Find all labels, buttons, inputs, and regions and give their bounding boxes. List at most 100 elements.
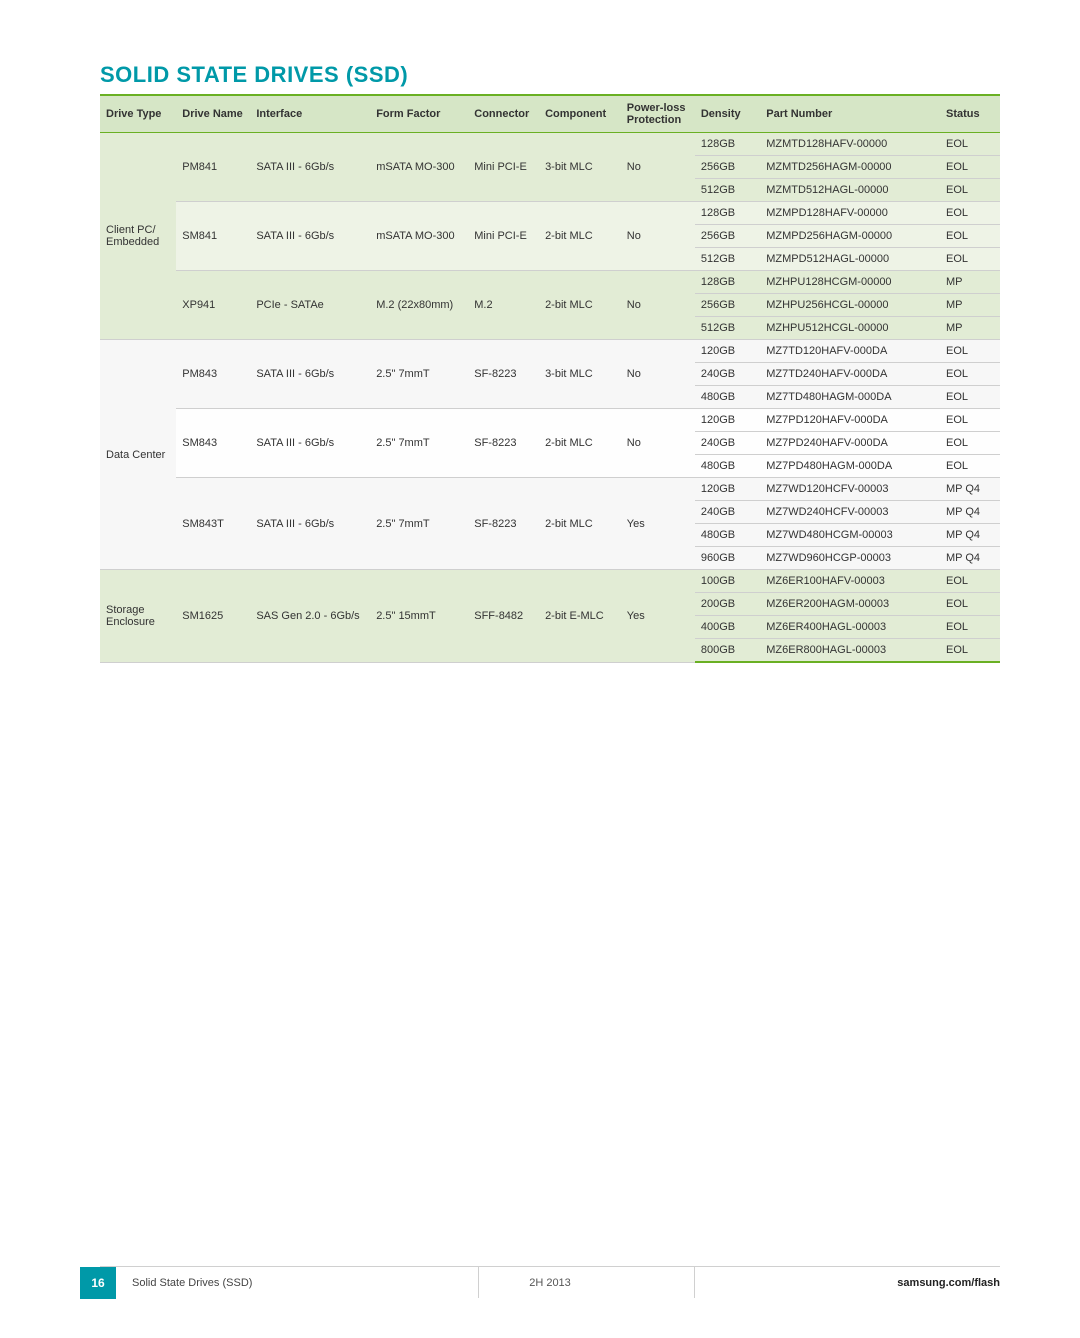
- cell-density: 400GB: [695, 616, 760, 639]
- cell-status: MP Q4: [940, 547, 1000, 570]
- cell-connector: Mini PCI-E: [468, 202, 539, 271]
- table-row: Storage EnclosureSM1625SAS Gen 2.0 - 6Gb…: [100, 570, 1000, 593]
- cell-density: 240GB: [695, 432, 760, 455]
- cell-status: EOL: [940, 363, 1000, 386]
- cell-powerloss: No: [621, 133, 695, 202]
- cell-drive-type: Client PC/ Embedded: [100, 133, 176, 340]
- cell-part-number: MZ7WD240HCFV-00003: [760, 501, 940, 524]
- cell-drive-name: SM843T: [176, 478, 250, 570]
- cell-part-number: MZ7WD120HCFV-00003: [760, 478, 940, 501]
- cell-density: 960GB: [695, 547, 760, 570]
- footer-divider: [694, 1266, 695, 1298]
- cell-interface: SAS Gen 2.0 - 6Gb/s: [250, 570, 370, 663]
- cell-powerloss: No: [621, 409, 695, 478]
- cell-form-factor: 2.5" 7mmT: [370, 478, 468, 570]
- cell-interface: SATA III - 6Gb/s: [250, 478, 370, 570]
- cell-connector: M.2: [468, 271, 539, 340]
- footer-divider: [478, 1266, 479, 1298]
- hdr-density: Density: [695, 95, 760, 133]
- cell-density: 480GB: [695, 455, 760, 478]
- cell-part-number: MZ7TD120HAFV-000DA: [760, 340, 940, 363]
- cell-status: EOL: [940, 570, 1000, 593]
- cell-status: MP: [940, 317, 1000, 340]
- cell-status: EOL: [940, 225, 1000, 248]
- cell-status: EOL: [940, 616, 1000, 639]
- cell-part-number: MZ7PD480HAGM-000DA: [760, 455, 940, 478]
- cell-density: 128GB: [695, 133, 760, 156]
- cell-part-number: MZ7TD480HAGM-000DA: [760, 386, 940, 409]
- cell-part-number: MZMTD512HAGL-00000: [760, 179, 940, 202]
- table-row: SM843SATA III - 6Gb/s2.5" 7mmTSF-82232-b…: [100, 409, 1000, 432]
- cell-density: 240GB: [695, 363, 760, 386]
- cell-form-factor: 2.5" 7mmT: [370, 409, 468, 478]
- hdr-interface: Interface: [250, 95, 370, 133]
- cell-powerloss: No: [621, 271, 695, 340]
- cell-powerloss: Yes: [621, 478, 695, 570]
- hdr-status: Status: [940, 95, 1000, 133]
- cell-drive-type: Data Center: [100, 340, 176, 570]
- cell-form-factor: M.2 (22x80mm): [370, 271, 468, 340]
- cell-connector: Mini PCI-E: [468, 133, 539, 202]
- cell-density: 512GB: [695, 248, 760, 271]
- cell-drive-name: SM841: [176, 202, 250, 271]
- cell-status: EOL: [940, 386, 1000, 409]
- cell-connector: SFF-8482: [468, 570, 539, 663]
- cell-part-number: MZHPU128HCGM-00000: [760, 271, 940, 294]
- cell-connector: SF-8223: [468, 340, 539, 409]
- cell-part-number: MZ7TD240HAFV-000DA: [760, 363, 940, 386]
- cell-part-number: MZMPD128HAFV-00000: [760, 202, 940, 225]
- cell-connector: SF-8223: [468, 478, 539, 570]
- cell-part-number: MZ7PD240HAFV-000DA: [760, 432, 940, 455]
- cell-status: MP Q4: [940, 524, 1000, 547]
- cell-status: MP Q4: [940, 478, 1000, 501]
- cell-status: EOL: [940, 202, 1000, 225]
- page-footer: 16 Solid State Drives (SSD) 2H 2013 sams…: [0, 1266, 1080, 1298]
- cell-powerloss: No: [621, 340, 695, 409]
- cell-part-number: MZ7PD120HAFV-000DA: [760, 409, 940, 432]
- cell-drive-name: PM841: [176, 133, 250, 202]
- cell-part-number: MZ7WD480HCGM-00003: [760, 524, 940, 547]
- cell-status: MP: [940, 271, 1000, 294]
- table-header: Drive Type Drive Name Interface Form Fac…: [100, 95, 1000, 133]
- table-row: Data CenterPM843SATA III - 6Gb/s2.5" 7mm…: [100, 340, 1000, 363]
- cell-status: EOL: [940, 639, 1000, 663]
- table-row: SM841SATA III - 6Gb/smSATA MO-300Mini PC…: [100, 202, 1000, 225]
- footer-period: 2H 2013: [529, 1277, 571, 1289]
- cell-part-number: MZMTD256HAGM-00000: [760, 156, 940, 179]
- cell-component: 3-bit MLC: [539, 340, 621, 409]
- cell-connector: SF-8223: [468, 409, 539, 478]
- cell-status: EOL: [940, 593, 1000, 616]
- cell-interface: SATA III - 6Gb/s: [250, 202, 370, 271]
- cell-status: EOL: [940, 455, 1000, 478]
- cell-density: 128GB: [695, 202, 760, 225]
- cell-density: 512GB: [695, 317, 760, 340]
- cell-form-factor: 2.5" 7mmT: [370, 340, 468, 409]
- cell-interface: SATA III - 6Gb/s: [250, 340, 370, 409]
- cell-density: 100GB: [695, 570, 760, 593]
- cell-density: 800GB: [695, 639, 760, 663]
- cell-status: EOL: [940, 133, 1000, 156]
- cell-density: 256GB: [695, 294, 760, 317]
- cell-form-factor: mSATA MO-300: [370, 202, 468, 271]
- cell-part-number: MZHPU256HCGL-00000: [760, 294, 940, 317]
- cell-density: 128GB: [695, 271, 760, 294]
- cell-density: 256GB: [695, 225, 760, 248]
- hdr-partnum: Part Number: [760, 95, 940, 133]
- cell-interface: SATA III - 6Gb/s: [250, 409, 370, 478]
- cell-part-number: MZ7WD960HCGP-00003: [760, 547, 940, 570]
- hdr-component: Component: [539, 95, 621, 133]
- hdr-powerloss: Power-loss Protection: [621, 95, 695, 133]
- cell-interface: SATA III - 6Gb/s: [250, 133, 370, 202]
- footer-url: samsung.com/flash: [897, 1277, 1000, 1289]
- footer-section: Solid State Drives (SSD): [132, 1277, 252, 1289]
- cell-component: 2-bit E-MLC: [539, 570, 621, 663]
- cell-part-number: MZ6ER800HAGL-00003: [760, 639, 940, 663]
- cell-density: 240GB: [695, 501, 760, 524]
- page-title: SOLID STATE DRIVES (SSD): [100, 62, 1000, 88]
- ssd-table: Drive Type Drive Name Interface Form Fac…: [100, 94, 1000, 663]
- cell-density: 120GB: [695, 409, 760, 432]
- cell-density: 480GB: [695, 524, 760, 547]
- cell-component: 2-bit MLC: [539, 478, 621, 570]
- table-row: Client PC/ EmbeddedPM841SATA III - 6Gb/s…: [100, 133, 1000, 156]
- cell-status: EOL: [940, 409, 1000, 432]
